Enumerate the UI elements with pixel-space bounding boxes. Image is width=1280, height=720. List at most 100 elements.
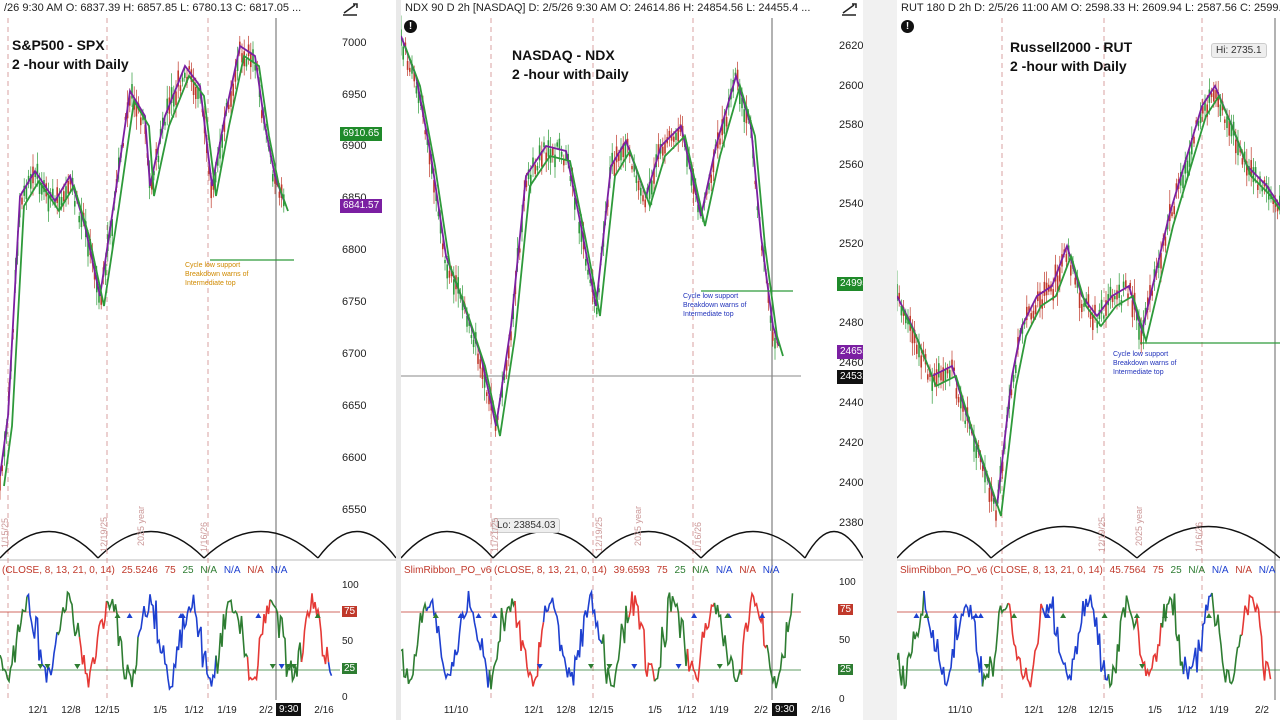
- candle-body: [1089, 312, 1092, 319]
- price-axis-label: 6750: [342, 296, 367, 308]
- candle-body: [437, 211, 440, 217]
- candle-body: [679, 124, 682, 132]
- candle-body: [494, 425, 497, 431]
- candle-body: [261, 110, 263, 119]
- candle-body: [503, 374, 506, 380]
- candle-body: [1184, 160, 1186, 174]
- candle-body: [221, 134, 223, 148]
- candle-body: [913, 329, 916, 344]
- candle-body: [21, 197, 23, 205]
- alert-icon[interactable]: !: [901, 20, 914, 33]
- candle-body: [65, 186, 67, 199]
- candle-body: [406, 60, 409, 70]
- candle-body: [957, 396, 960, 403]
- alert-icon[interactable]: !: [404, 20, 417, 33]
- candle-body: [673, 136, 675, 142]
- signal-arrow: [1011, 613, 1018, 618]
- candle-body: [1224, 119, 1226, 123]
- candle-body: [69, 177, 72, 185]
- candle-body: [1100, 299, 1103, 314]
- oscillator-line: [1182, 592, 1213, 680]
- oscillator-line: [542, 597, 578, 686]
- candle-body: [177, 70, 179, 87]
- indicator-value: 45.7564: [1109, 565, 1146, 576]
- candle-body: [1043, 281, 1046, 296]
- ndx-chart-title: NASDAQ - NDX 2 -hour with Daily: [512, 46, 629, 84]
- slow-ema-line: [900, 94, 1280, 517]
- candle-body: [444, 259, 446, 264]
- osc-axis-label: 100: [839, 577, 856, 588]
- oscillator-line: [401, 600, 428, 685]
- candle-body: [210, 182, 212, 199]
- candle-body: [1065, 253, 1068, 262]
- candle-body: [668, 130, 671, 138]
- candle-body: [585, 259, 587, 266]
- drawing-tool-icon[interactable]: [841, 3, 857, 17]
- cycle-date-label: 2025 year: [633, 505, 643, 546]
- candle-body: [1261, 187, 1263, 192]
- candle-body: [596, 307, 598, 315]
- rut-chart-panel[interactable]: RUT 180 D 2h D: 2/5/26 11:00 AM O: 2598.…: [897, 0, 1280, 720]
- signal-arrow: [631, 664, 638, 669]
- panel-separator[interactable]: [863, 0, 897, 720]
- date-axis-label: 2/2: [259, 705, 273, 716]
- candle-body: [951, 359, 953, 369]
- candle-body: [935, 369, 938, 385]
- candle-body: [188, 66, 190, 70]
- spx-title-line2: 2 -hour with Daily: [12, 56, 129, 72]
- cycle-arc: [97, 530, 205, 559]
- candle-body: [920, 355, 922, 368]
- cycle-date-label: 2025 year: [136, 505, 146, 546]
- candle-body: [1021, 324, 1024, 334]
- candle-body: [624, 142, 627, 160]
- date-axis-label: 1/12: [1177, 705, 1197, 716]
- candle-body: [100, 296, 102, 305]
- oscillator-line: [56, 590, 81, 637]
- candle-body: [560, 151, 563, 157]
- candle-body: [34, 172, 36, 177]
- indicator-header: SlimRibbon_PO_v6 (CLOSE, 8, 13, 21, 0, 1…: [404, 565, 783, 576]
- rut-price-chart[interactable]: [897, 0, 1280, 720]
- candle-body: [27, 175, 30, 184]
- signal-arrow: [1139, 664, 1146, 669]
- ndx-price-chart[interactable]: [401, 0, 863, 720]
- indicator-na: N/A: [739, 565, 756, 576]
- indicator-upper: 75: [656, 565, 668, 576]
- oscillator-line: [923, 590, 954, 687]
- note-line: Cycle low support: [683, 293, 739, 300]
- cycle-date-label: 12/19/25: [594, 516, 604, 552]
- date-axis-label: 1/12: [184, 705, 204, 716]
- candle-body: [1250, 160, 1252, 177]
- date-axis-label: 11/10: [443, 705, 469, 716]
- signal-arrow: [675, 664, 682, 669]
- candle-body: [63, 191, 65, 202]
- candle-body: [1254, 167, 1257, 175]
- candle-body: [552, 147, 554, 156]
- oscillator-line: [246, 599, 271, 682]
- signal-arrow: [691, 613, 698, 618]
- candle-body: [962, 403, 964, 412]
- candle-body: [556, 142, 558, 147]
- candle-body: [1182, 175, 1184, 188]
- low-callout: Lo: 23854.03: [492, 518, 561, 533]
- candle-body: [554, 154, 556, 168]
- candle-body: [466, 315, 468, 327]
- candle-body: [415, 85, 418, 94]
- spx-price-chart[interactable]: [0, 0, 396, 720]
- drawing-tool-icon[interactable]: [342, 3, 358, 17]
- candle-body: [417, 89, 420, 104]
- indicator-header: SlimRibbon_PO_v6 (CLOSE, 8, 13, 21, 0, 1…: [900, 565, 1279, 576]
- ndx-chart-panel[interactable]: NDX 90 D 2h [NASDAQ] D: 2/5/26 9:30 AM O…: [401, 0, 863, 720]
- candle-body: [960, 393, 962, 409]
- candle-body: [192, 79, 195, 95]
- signal-arrow: [457, 613, 464, 618]
- price-axis-label: 24600: [839, 357, 863, 369]
- candle-body: [98, 292, 100, 303]
- candle-body: [1103, 315, 1105, 319]
- panel-separator[interactable]: [396, 0, 401, 720]
- oscillator-line: [601, 605, 630, 688]
- spx-chart-panel[interactable]: /26 9:30 AM O: 6837.39 H: 6857.85 L: 678…: [0, 0, 396, 720]
- price-axis-label: 24800: [839, 317, 863, 329]
- signal-arrow: [491, 613, 498, 618]
- candle-body: [1228, 121, 1230, 136]
